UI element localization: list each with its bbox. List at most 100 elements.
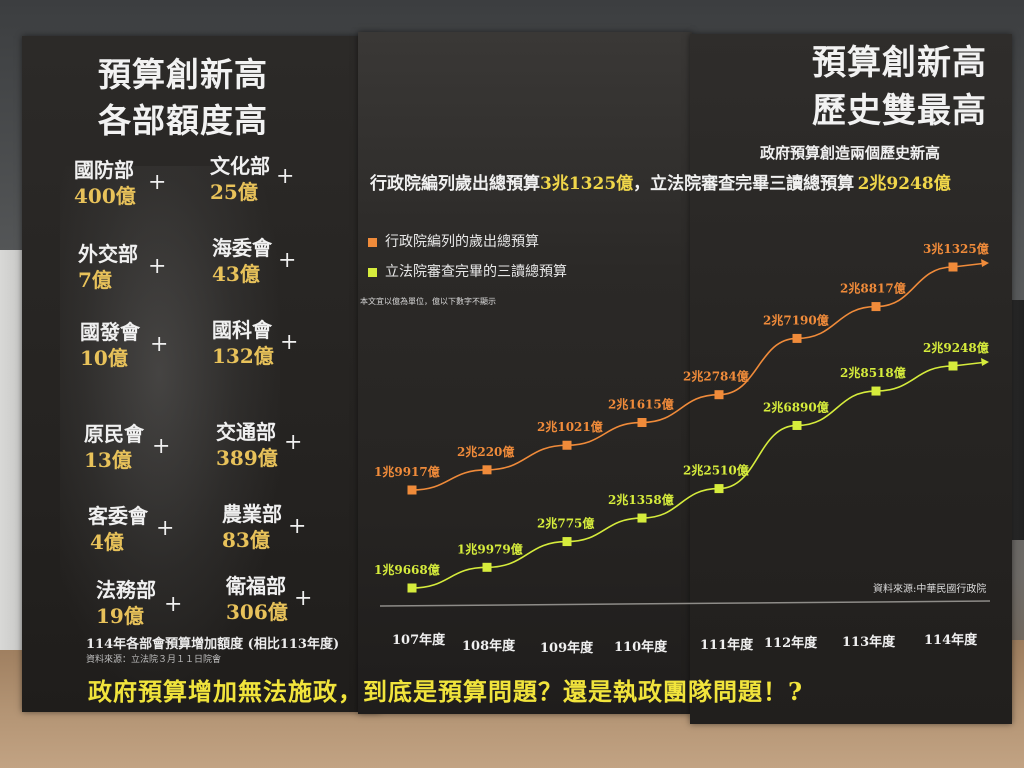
- right-title-line1: 預算創新高: [812, 43, 987, 83]
- data-point-marker: [792, 420, 802, 430]
- plus-icon: +: [284, 430, 303, 455]
- dept-amount: 132億: [212, 344, 274, 368]
- dept-name: 農業部: [222, 502, 282, 526]
- dept-name: 客委會: [88, 504, 148, 528]
- dept-name: 外交部: [78, 242, 138, 266]
- left-title-line1: 預算創新高: [98, 55, 268, 94]
- data-value-label: 2兆1021億: [537, 419, 603, 434]
- dept-name: 法務部: [96, 578, 156, 602]
- data-value-label: 2兆6890億: [763, 399, 829, 414]
- dept-amount: 7億: [78, 268, 112, 292]
- x-tick-label: 108年度: [462, 639, 516, 654]
- data-value-label: 2兆8518億: [840, 365, 906, 380]
- dept-name: 國發會: [80, 320, 140, 344]
- legend-label: 立法院審查完畢的三讀總預算: [385, 264, 567, 280]
- data-point-marker: [871, 386, 881, 396]
- data-value-label: 3兆1325億: [923, 241, 989, 256]
- dept-name: 交通部: [216, 420, 276, 444]
- dept-amount: 389億: [216, 446, 278, 470]
- plus-icon: +: [278, 248, 297, 273]
- plus-icon: +: [148, 170, 167, 195]
- x-tick-label: 112年度: [764, 636, 818, 651]
- headline: 行政院編列歲出總預算3兆1325億，立法院審查完畢三讀總預算 2兆9248億: [370, 176, 951, 193]
- data-value-label: 2兆7190億: [763, 312, 829, 327]
- legend-swatch-yellow: [368, 268, 377, 277]
- data-value-label: 2兆1615億: [608, 396, 674, 411]
- dept-amount: 43億: [212, 262, 260, 286]
- data-source: 資料來源:中華民國行政院: [873, 584, 987, 595]
- left-title-line2: 各部額度高: [98, 101, 268, 140]
- dept-name: 國科會: [212, 318, 272, 342]
- data-point-marker: [948, 361, 958, 371]
- dept-name: 海委會: [212, 236, 272, 260]
- dept-amount: 19億: [96, 604, 144, 628]
- data-value-label: 2兆8817億: [840, 281, 906, 296]
- data-point-marker: [871, 302, 881, 312]
- left-source: 資料來源：立法院３月１１日院會: [86, 655, 222, 665]
- dept-amount: 10億: [80, 346, 128, 370]
- flyer-right-panel: [690, 34, 1012, 724]
- data-point-marker: [637, 417, 647, 427]
- dept-name: 衛福部: [226, 574, 286, 598]
- plus-icon: +: [156, 516, 175, 541]
- flyer-left-panel: [22, 36, 380, 712]
- data-point-marker: [482, 465, 492, 475]
- legend-label: 行政院編列的歲出總預算: [385, 234, 539, 250]
- plus-icon: +: [150, 332, 169, 357]
- dept-amount: 306億: [226, 600, 288, 624]
- dept-amount: 83億: [222, 528, 270, 552]
- data-value-label: 2兆775億: [537, 516, 594, 531]
- dept-name: 文化部: [210, 154, 270, 178]
- plus-icon: +: [276, 164, 295, 189]
- dept-amount: 25億: [210, 180, 258, 204]
- data-point-marker: [562, 440, 572, 450]
- x-tick-label: 109年度: [540, 641, 594, 656]
- plus-icon: +: [164, 592, 183, 617]
- x-tick-label: 114年度: [924, 633, 978, 648]
- left-caption: 114年各部會預算增加額度 (相比113年度): [86, 637, 340, 652]
- bottom-slogan: 政府預算增加無法施政，到底是預算問題？還是執政團隊問題！?: [88, 677, 804, 706]
- plus-icon: +: [288, 514, 307, 539]
- right-title-line2: 歷史雙最高: [812, 91, 987, 131]
- dept-name: 原民會: [84, 422, 144, 446]
- data-point-marker: [637, 513, 647, 523]
- data-point-marker: [714, 390, 724, 400]
- data-point-marker: [948, 262, 958, 272]
- data-point-marker: [562, 537, 572, 547]
- x-tick-label: 111年度: [700, 638, 754, 653]
- data-value-label: 2兆2784億: [683, 369, 749, 384]
- data-point-marker: [482, 562, 492, 572]
- plus-icon: +: [152, 434, 171, 459]
- speaker-photo: [60, 166, 280, 686]
- data-value-label: 1兆9917億: [374, 464, 440, 479]
- flyer-middle-panel: [358, 32, 692, 714]
- x-tick-label: 113年度: [842, 635, 896, 650]
- data-point-marker: [714, 484, 724, 494]
- plus-icon: +: [148, 254, 167, 279]
- data-value-label: 2兆1358億: [608, 492, 674, 507]
- arrow-head-icon: [981, 259, 989, 267]
- data-point-marker: [407, 485, 417, 495]
- data-value-label: 2兆2510億: [683, 463, 749, 478]
- legend-swatch-orange: [368, 238, 377, 247]
- data-value-label: 1兆9979億: [457, 541, 523, 556]
- headline-value1: 3兆1325億: [540, 174, 634, 194]
- data-value-label: 2兆9248億: [923, 340, 989, 355]
- unit-note: 本文宜以億為單位，億以下數字不顯示: [360, 297, 496, 306]
- headline-value2: 2兆9248億: [857, 174, 951, 194]
- dept-amount: 13億: [84, 448, 132, 472]
- plus-icon: +: [294, 586, 313, 611]
- data-point-marker: [792, 333, 802, 343]
- x-tick-label: 110年度: [614, 640, 668, 655]
- dept-amount: 4億: [90, 530, 124, 554]
- dept-amount: 400億: [74, 184, 136, 208]
- dept-name: 國防部: [74, 158, 134, 182]
- data-value-label: 1兆9668億: [374, 562, 440, 577]
- headline-part1: 行政院編列歲出總預算: [370, 174, 540, 194]
- arrow-head-icon: [981, 358, 989, 366]
- data-value-label: 2兆220億: [457, 444, 514, 459]
- headline-part2: ，立法院審查完畢三讀總預算: [633, 174, 855, 194]
- plus-icon: +: [280, 330, 299, 355]
